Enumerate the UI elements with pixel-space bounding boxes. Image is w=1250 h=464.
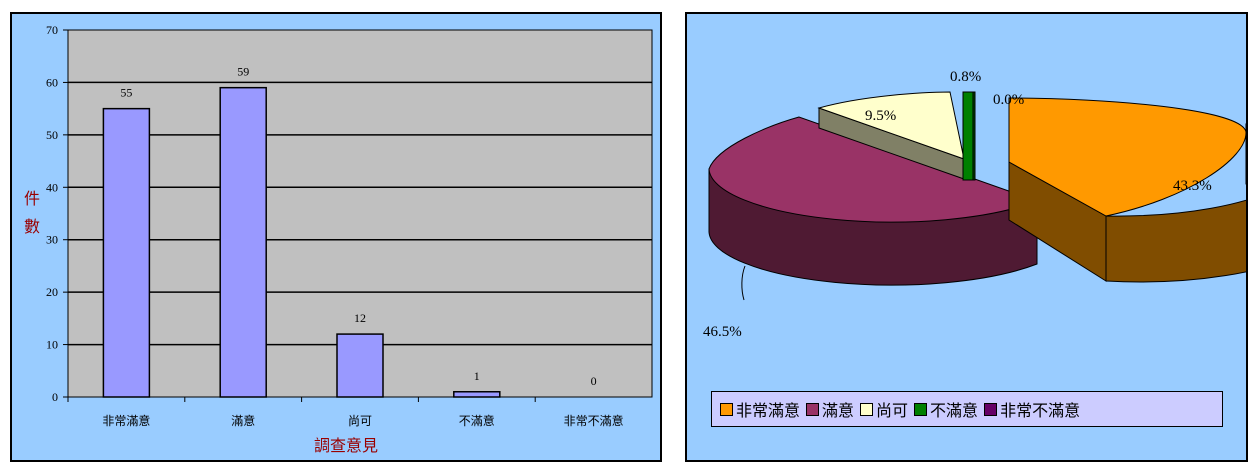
y-axis-title: 數 [24,217,40,236]
y-tick-label: 20 [46,285,58,299]
y-tick-label: 10 [46,338,58,352]
leader-line [741,265,746,301]
pie-label-shangke: 9.5% [865,108,896,124]
y-tick-label: 0 [52,390,58,404]
legend-swatch [720,402,733,416]
data-label: 12 [354,311,366,325]
bar-chart-panel: 55 59 12 1 0 0 10 20 30 40 50 60 70 非常滿意 滿意 尚可 不滿意 非常不滿… [10,12,662,462]
legend-label: 不滿意 [930,401,979,420]
x-tick-label: 尚可 [348,414,372,428]
legend-label: 非常滿意 [736,401,801,420]
x-tick-label: 滿意 [231,413,255,428]
x-axis-title: 調查意見 [314,436,378,455]
pie-chart-panel: 43.3% 46.5% 9.5% 0.8% 0.0% 非常滿意 滿意 尚可 不滿… [685,12,1248,462]
legend-item: 滿意 [806,397,854,421]
pie-label-manyi: 46.5% [703,324,742,340]
y-tick-label: 70 [46,23,58,37]
data-label: 0 [591,374,597,388]
legend-label: 滿意 [822,401,855,420]
legend-swatch [984,402,998,416]
bar [219,86,267,398]
x-tick-label: 非常不滿意 [564,413,624,428]
legend-item: 尚可 [860,397,908,421]
legend-label: 尚可 [876,401,909,420]
y-tick-label: 50 [46,128,58,142]
bar [336,333,384,398]
pie-label-feichangbumanyi: 0.0% [993,92,1024,108]
legend-item: 非常不滿意 [984,397,1080,421]
pie-chart: 43.3% 46.5% 9.5% 0.8% 0.0% [703,69,1246,340]
legend-item: 非常滿意 [720,397,800,421]
data-label: 1 [474,369,480,383]
pie-slice-side2-feichangmanyi [1105,123,1246,283]
y-tick-label: 60 [46,75,58,89]
legend: 非常滿意 滿意 尚可 不滿意 非常不滿意 [711,391,1223,427]
pie-label-feichangmanyi: 43.3% [1173,178,1212,194]
pie-slice-shangke [817,91,965,160]
y-tick-label: 30 [46,233,58,247]
legend-swatch [914,402,928,416]
pie-label-bumanyi: 0.8% [950,69,981,85]
data-label: 55 [120,86,132,100]
legend-label: 非常不滿意 [1000,401,1081,420]
pie-slice-feichangmanyi [1008,97,1246,217]
y-tick-label: 40 [46,180,58,194]
bar [453,391,501,398]
x-tick-label: 非常滿意 [102,413,150,428]
x-tick-label: 不滿意 [459,413,495,428]
y-axis-title: 件 [24,189,40,208]
legend-swatch [806,402,820,416]
bar [102,107,151,398]
legend-swatch [860,402,874,416]
legend-item: 不滿意 [914,397,978,421]
data-label: 59 [237,65,249,79]
pie-slice-manyi [708,116,1039,223]
pie-slice-bumanyi [962,91,974,181]
